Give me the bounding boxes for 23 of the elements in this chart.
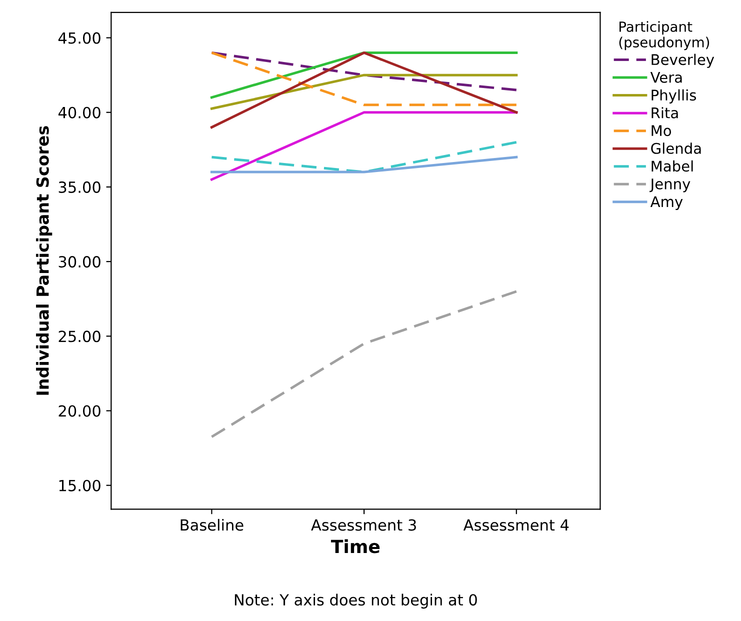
legend-label: Glenda	[651, 142, 701, 154]
y-tick-label: 30.00	[58, 256, 100, 268]
x-axis-title: Time	[330, 539, 380, 554]
y-tick-label: 45.00	[58, 32, 100, 44]
legend-label: Jenny	[650, 178, 690, 192]
y-tick-label: 40.00	[58, 106, 100, 118]
x-tick-label: Assessment 4	[463, 519, 569, 531]
x-tick-label: Assessment 3	[311, 519, 416, 531]
legend-label: Mabel	[652, 160, 693, 172]
legend-label: Vera	[650, 72, 682, 83]
legend-label: Phyllis	[652, 89, 696, 104]
legend-label: Rita	[652, 107, 678, 118]
y-axis-title: Individual Participant Scores	[36, 126, 52, 395]
legend-label: Beverley	[652, 54, 714, 68]
y-tick-label: 15.00	[59, 480, 100, 492]
x-tick-label: Baseline	[180, 518, 244, 531]
text: Note: Y axis does not begin at 0	[234, 594, 477, 609]
legend-title: Participant (pseudonym)	[619, 21, 710, 50]
legend-label: Mo	[652, 125, 672, 136]
y-tick-label: 35.00	[58, 181, 100, 193]
y-tick-label: 25.00	[58, 330, 100, 342]
y-tick-label: 20.00	[58, 405, 100, 417]
legend-label: Amy	[650, 196, 683, 210]
